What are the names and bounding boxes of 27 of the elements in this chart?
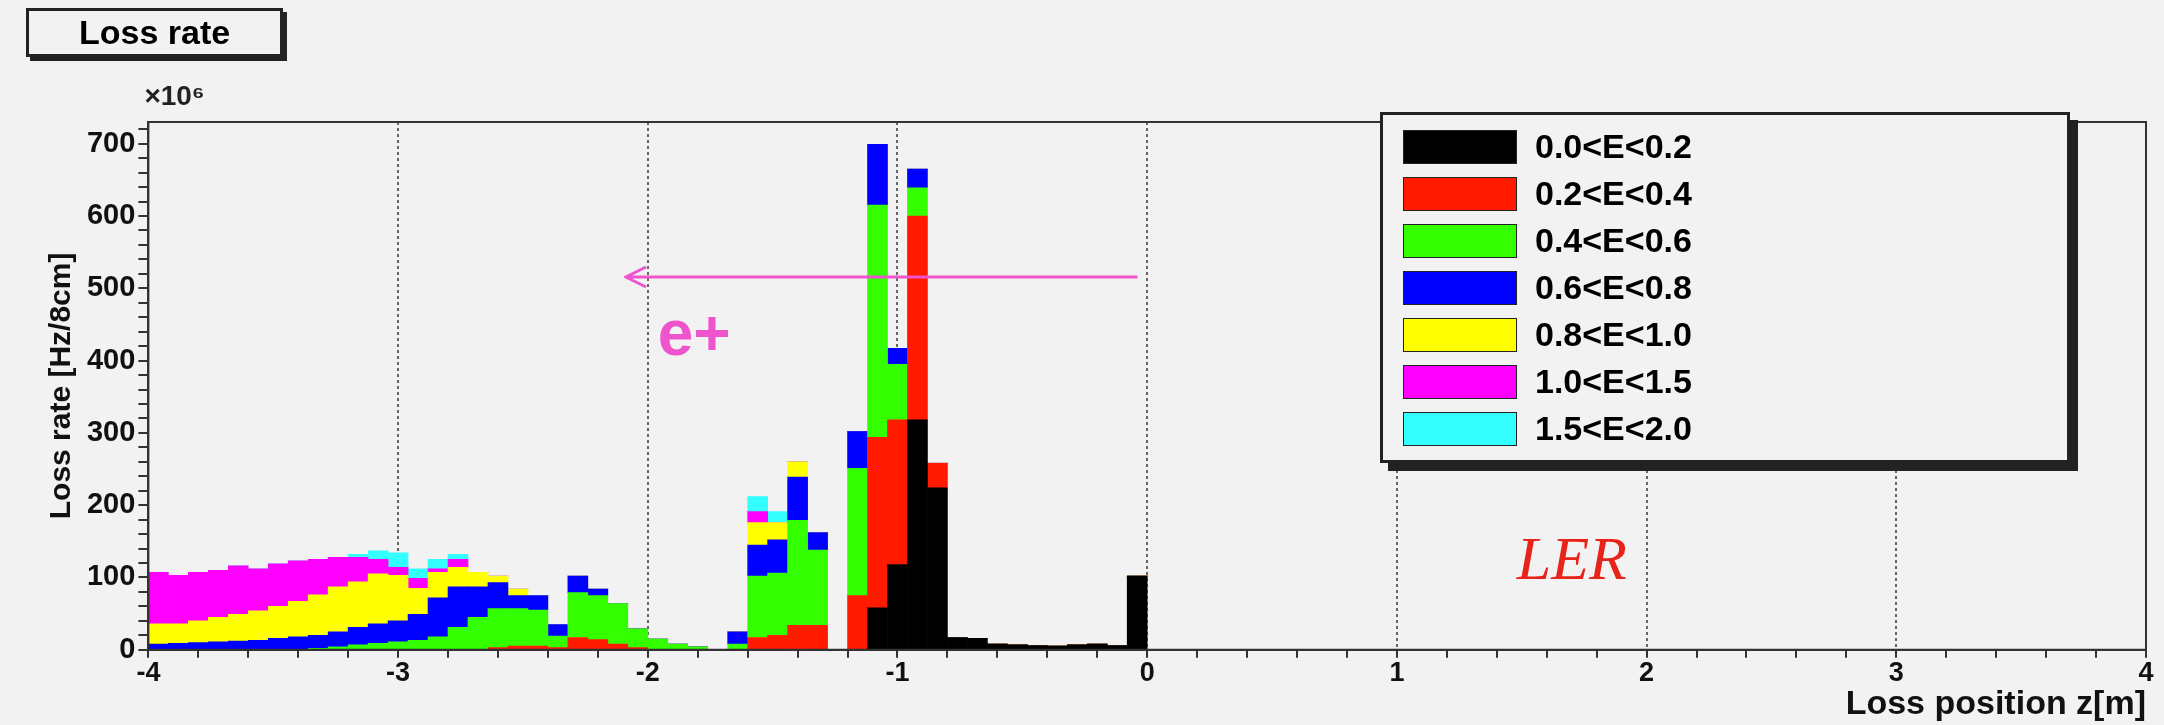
legend-label: 0.0<E<0.2 — [1535, 127, 1692, 166]
y-tick-label: 500 — [86, 270, 136, 303]
legend-label: 0.2<E<0.4 — [1535, 174, 1692, 213]
y-axis-title: Loss rate [Hz/8cm] — [43, 252, 77, 520]
legend-label: 0.4<E<0.6 — [1535, 221, 1692, 260]
y-tick-label: 200 — [86, 487, 136, 520]
y-tick-label: 400 — [86, 342, 136, 375]
y-tick-label: 300 — [86, 414, 136, 447]
x-tick-label: -1 — [885, 657, 910, 688]
x-tick-label: 0 — [1139, 657, 1155, 688]
chart-title: Loss rate — [26, 8, 284, 57]
x-tick-label: -2 — [635, 657, 660, 688]
x-tick-label: 1 — [1389, 657, 1405, 688]
text: ×10⁶ — [144, 80, 205, 112]
y-tick-label: 0 — [119, 631, 136, 664]
y-tick-label: 700 — [86, 125, 136, 158]
x-tick-label: 2 — [1639, 657, 1655, 688]
legend-label: 1.0<E<1.5 — [1535, 362, 1692, 401]
y-tick-label: 100 — [86, 559, 136, 592]
y-tick-label: 600 — [86, 197, 136, 230]
legend-label: 0.8<E<1.0 — [1535, 315, 1692, 354]
x-tick-label: -4 — [136, 657, 161, 688]
legend-label: 0.6<E<0.8 — [1535, 268, 1692, 307]
legend-label: 1.5<E<2.0 — [1535, 409, 1692, 448]
annotation: LER — [1516, 523, 1627, 595]
x-tick-label: -3 — [386, 657, 411, 688]
annotation: e+ — [657, 296, 731, 371]
